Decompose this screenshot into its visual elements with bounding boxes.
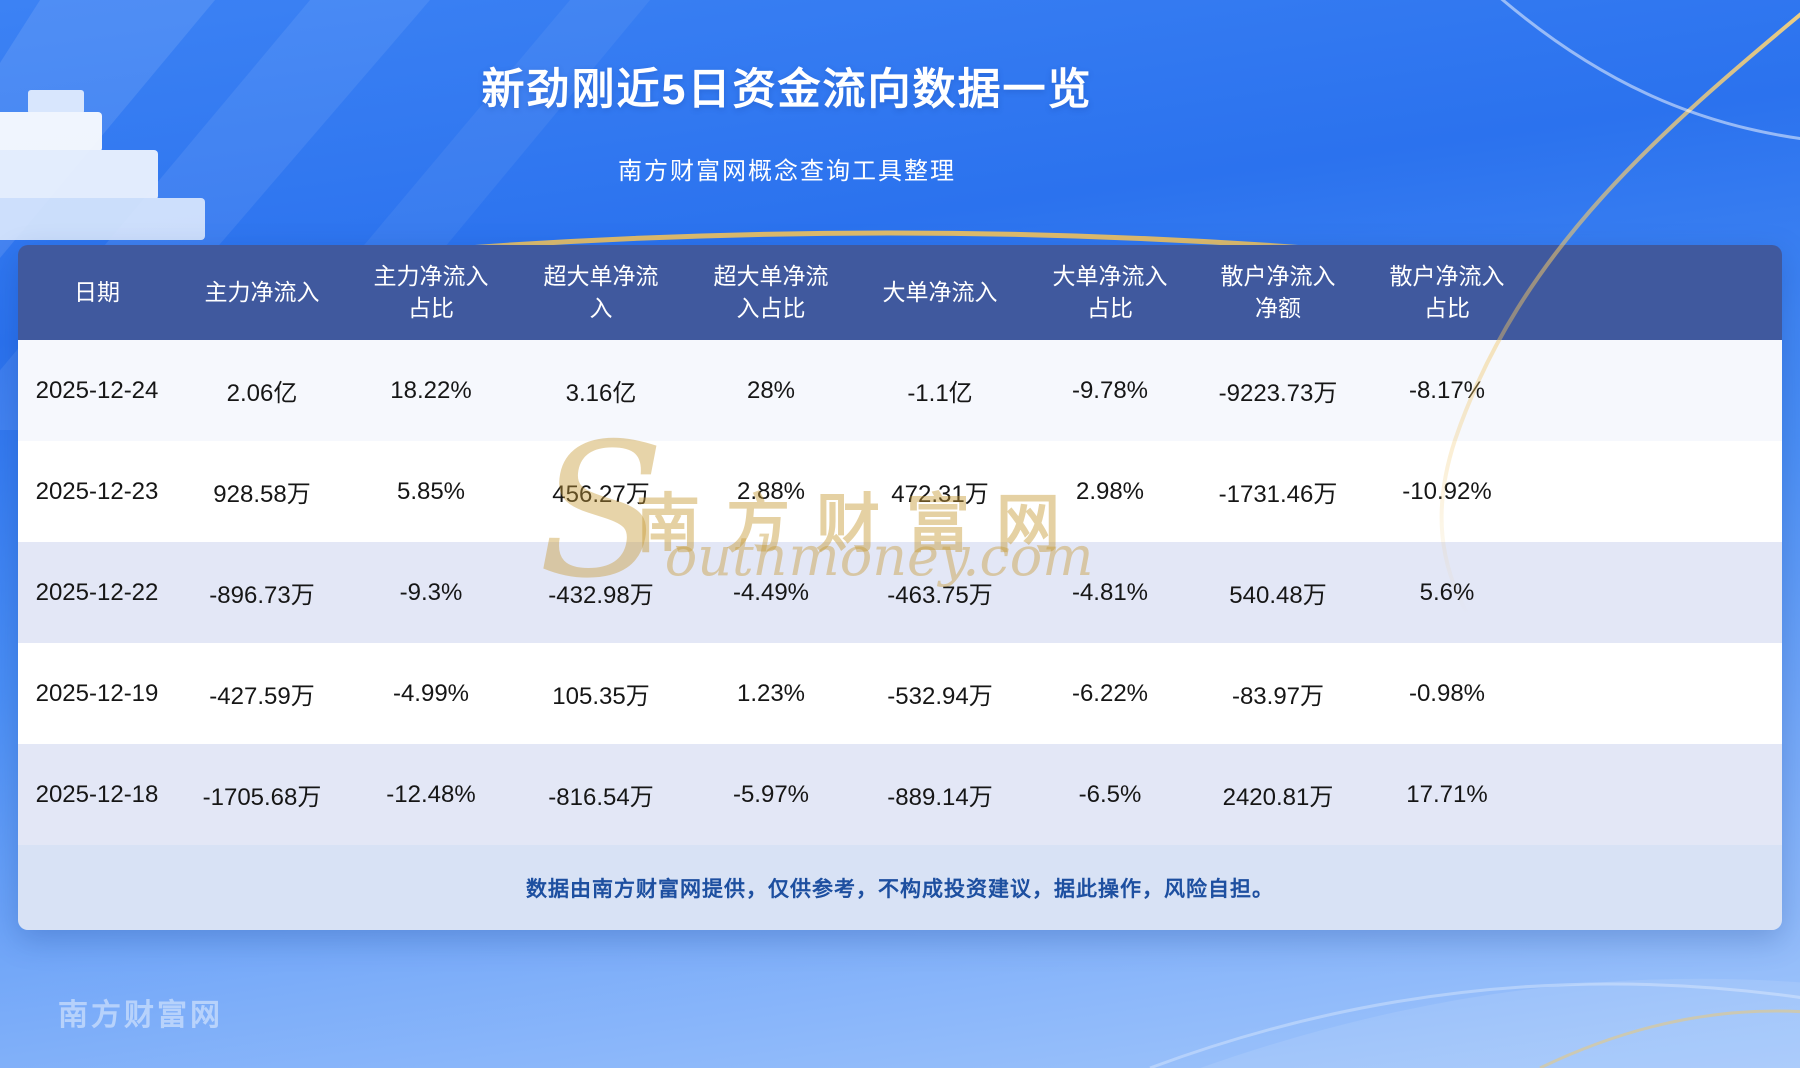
row-filler-cell [1532,340,1782,441]
value-cell: 2.88% [688,441,854,542]
value-cell: -6.22% [1026,643,1194,744]
value-cell: 1.23% [688,643,854,744]
value-cell: 5.6% [1362,542,1532,643]
value-cell: 18.22% [348,340,514,441]
column-header: 主力净流入 [176,245,348,340]
value-cell: 472.31万 [854,441,1026,542]
row-filler-cell [1532,542,1782,643]
disclaimer-bar: 数据由南方财富网提供，仅供参考，不构成投资建议，据此操作，风险自担。 [18,845,1782,930]
value-cell: 17.71% [1362,744,1532,845]
column-header: 散户净流入 净额 [1194,245,1362,340]
value-cell: -816.54万 [514,744,688,845]
value-cell: 5.85% [348,441,514,542]
bottom-gold-wave-decor [1539,1009,1800,1068]
column-header: 大单净流入 占比 [1026,245,1194,340]
column-header: 日期 [18,245,176,340]
value-cell: 928.58万 [176,441,348,542]
value-cell: 456.27万 [514,441,688,542]
fund-flow-table-card: 日期 主力净流入 主力净流入 占比 超大单净流 入超大单净流 入占比 大单净流入 大单净流… [18,245,1782,930]
table-body: 2025-12-24 2.06亿 18.22% 3.16亿 28% -1.1亿 -9.78%… [18,340,1782,845]
value-cell: -12.48% [348,744,514,845]
value-cell: -6.5% [1026,744,1194,845]
value-cell: -4.81% [1026,542,1194,643]
table-header-row: 日期 主力净流入 主力净流入 占比 超大单净流 入超大单净流 入占比 大单净流入 大单净流… [18,245,1782,340]
bottom-wave-decor [1149,982,1800,1068]
value-cell: -4.99% [348,643,514,744]
disclaimer-text: 数据由南方财富网提供，仅供参考，不构成投资建议，据此操作，风险自担。 [526,877,1274,901]
value-cell: -9.3% [348,542,514,643]
table-row: 2025-12-22 -896.73万 -9.3% -432.98万 -4.49% -46… [18,542,1782,643]
value-cell: 2.06亿 [176,340,348,441]
value-cell: 28% [688,340,854,441]
value-cell: 105.35万 [514,643,688,744]
date-cell: 2025-12-19 [18,643,176,744]
value-cell: 3.16亿 [514,340,688,441]
value-cell: 2420.81万 [1194,744,1362,845]
fund-flow-table: 日期 主力净流入 主力净流入 占比 超大单净流 入超大单净流 入占比 大单净流入 大单净流… [18,245,1782,845]
value-cell: -896.73万 [176,542,348,643]
column-header: 大单净流入 [854,245,1026,340]
date-cell: 2025-12-22 [18,542,176,643]
value-cell: -1705.68万 [176,744,348,845]
value-cell: -9.78% [1026,340,1194,441]
row-filler-cell [1532,744,1782,845]
date-cell: 2025-12-18 [18,744,176,845]
value-cell: -10.92% [1362,441,1532,542]
column-header: 主力净流入 占比 [348,245,514,340]
table-head: 日期 主力净流入 主力净流入 占比 超大单净流 入超大单净流 入占比 大单净流入 大单净流… [18,245,1782,340]
page-subtitle: 南方财富网概念查询工具整理 [618,158,956,185]
value-cell: 540.48万 [1194,542,1362,643]
header-filler-cell [1532,245,1782,340]
page-title: 新劲刚近5日资金流向数据一览 [481,66,1093,114]
row-filler-cell [1532,441,1782,542]
table-row: 2025-12-19 -427.59万 -4.99% 105.35万 1.23% -532… [18,643,1782,744]
value-cell: -1731.46万 [1194,441,1362,542]
bottom-watermark: 南方财富网 [58,999,223,1032]
value-cell: -4.49% [688,542,854,643]
date-cell: 2025-12-24 [18,340,176,441]
row-filler-cell [1532,643,1782,744]
bottom-hill-decor [1200,978,1800,1068]
value-cell: -5.97% [688,744,854,845]
value-cell: 2.98% [1026,441,1194,542]
table-row: 2025-12-18 -1705.68万 -12.48% -816.54万 -5.97%… [18,744,1782,845]
date-cell: 2025-12-23 [18,441,176,542]
column-header: 超大单净流 入占比 [688,245,854,340]
value-cell: -532.94万 [854,643,1026,744]
value-cell: -889.14万 [854,744,1026,845]
table-row: 2025-12-23 928.58万 5.85% 456.27万 2.88% 472.31… [18,441,1782,542]
column-header: 超大单净流 入 [514,245,688,340]
value-cell: -463.75万 [854,542,1026,643]
value-cell: -9223.73万 [1194,340,1362,441]
column-header: 散户净流入 占比 [1362,245,1532,340]
value-cell: -1.1亿 [854,340,1026,441]
value-cell: -8.17% [1362,340,1532,441]
table-row: 2025-12-24 2.06亿 18.22% 3.16亿 28% -1.1亿 -9.78%… [18,340,1782,441]
value-cell: -432.98万 [514,542,688,643]
value-cell: -427.59万 [176,643,348,744]
value-cell: -0.98% [1362,643,1532,744]
value-cell: -83.97万 [1194,643,1362,744]
header: 新劲刚近5日资金流向数据一览 南方财富网概念查询工具整理 [0,0,1574,186]
